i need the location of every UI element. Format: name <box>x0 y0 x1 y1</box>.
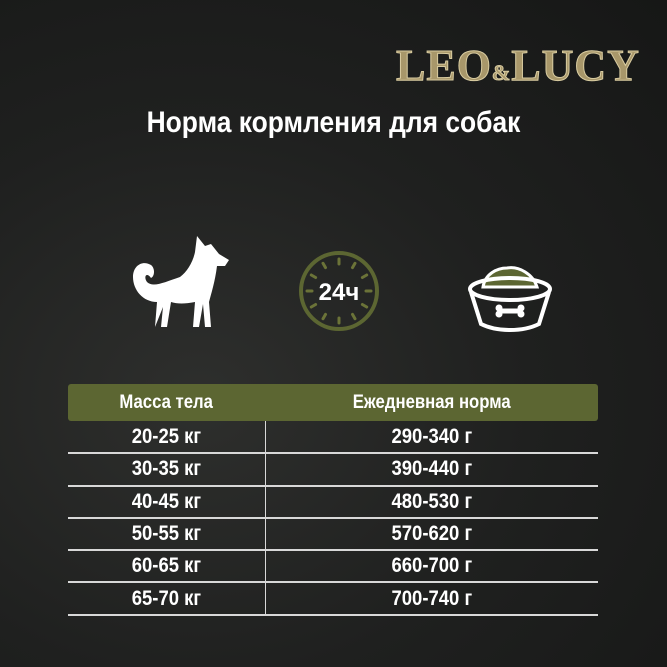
clock-tick <box>309 303 318 309</box>
feeding-table: Масса тела Ежедневная норма 20-25 кг 290-… <box>68 384 598 616</box>
clock-24h-icon: 24ч <box>299 251 379 331</box>
weight-cell: 30-35 кг <box>68 453 266 487</box>
daily-norm-cell: 290-340 г <box>265 421 598 455</box>
clock-tick <box>309 273 318 279</box>
table-header: Масса тела Ежедневная норма <box>68 384 598 421</box>
food-bowl-icon <box>468 266 552 332</box>
clock-tick <box>360 303 369 309</box>
table-row: 30-35 кг 390-440 г <box>68 453 598 487</box>
logo-right: LUCY <box>511 41 640 91</box>
clock-tick <box>321 312 327 321</box>
brand-logo: LEO&LUCY <box>396 40 646 91</box>
page-title: Норма кормления для собак <box>146 106 521 139</box>
weight-cell: 20-25 кг <box>68 421 266 455</box>
weight-cell: 40-45 кг <box>68 485 266 519</box>
clock-tick <box>351 261 357 270</box>
table-row: 65-70 кг 700-740 г <box>68 582 598 616</box>
daily-norm-cell: 480-530 г <box>265 485 598 519</box>
clock-label: 24ч <box>319 279 360 306</box>
dog-icon <box>133 236 229 327</box>
daily-norm-cell: 390-440 г <box>265 453 598 487</box>
logo-amp: & <box>491 60 512 86</box>
table-row: 60-65 кг 660-700 г <box>68 550 598 584</box>
weight-cell: 50-55 кг <box>68 517 266 552</box>
daily-norm-cell: 660-700 г <box>265 550 598 584</box>
clock-tick <box>321 261 327 270</box>
weight-cell: 65-70 кг <box>68 582 266 616</box>
table-row: 50-55 кг 570-620 г <box>68 517 598 552</box>
weight-cell: 60-65 кг <box>68 550 266 584</box>
clock-tick <box>360 273 369 279</box>
table-row: 20-25 кг 290-340 г <box>68 421 598 455</box>
daily-norm-cell: 700-740 г <box>265 582 598 616</box>
logo-left: LEO <box>396 41 492 91</box>
header-daily-norm: Ежедневная норма <box>265 384 598 421</box>
daily-norm-cell: 570-620 г <box>265 517 598 552</box>
table-row: 40-45 кг 480-530 г <box>68 485 598 519</box>
header-weight: Масса тела <box>68 384 266 421</box>
clock-tick <box>351 312 357 321</box>
